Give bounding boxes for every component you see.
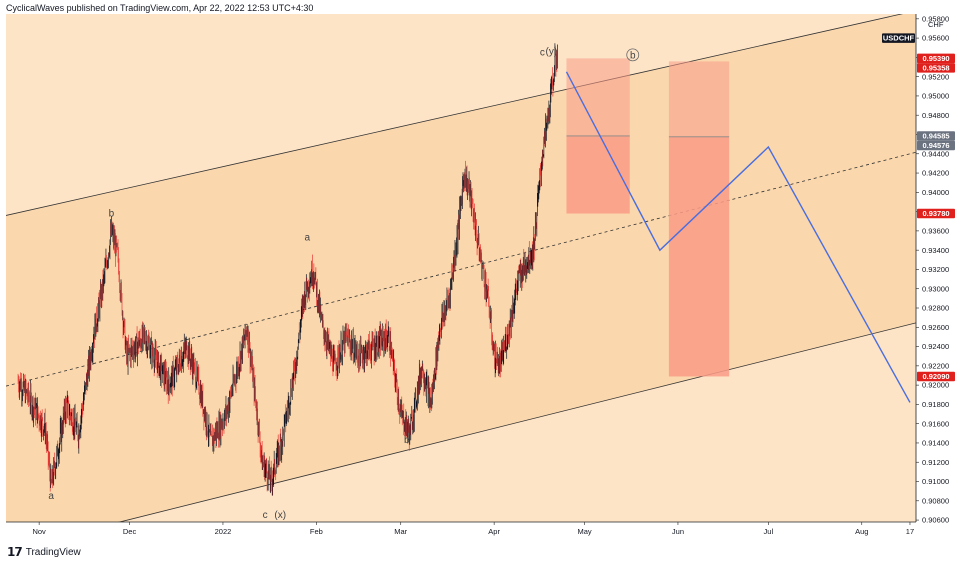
x-tick-label: 2022 bbox=[215, 527, 232, 536]
y-tick-label: 0.93600 bbox=[922, 226, 949, 235]
wave-label-circle bbox=[626, 48, 640, 62]
y-tick-label: 0.90800 bbox=[922, 496, 949, 505]
target-box-lower-1 bbox=[566, 135, 630, 214]
y-tick-label: 0.92000 bbox=[922, 381, 949, 390]
y-tick-label: 0.95800 bbox=[922, 14, 949, 23]
target-box-upper-2 bbox=[668, 61, 730, 137]
y-tick-label: 0.90600 bbox=[922, 516, 949, 525]
x-tick-label: Mar bbox=[394, 527, 407, 536]
y-tick-label: 0.93000 bbox=[922, 284, 949, 293]
y-tick-label: 0.95600 bbox=[922, 34, 949, 43]
wave-label: (y) bbox=[546, 46, 558, 57]
price-label-box bbox=[917, 208, 955, 219]
wave-label: c bbox=[263, 510, 268, 521]
price-label: USDCHF bbox=[883, 34, 915, 43]
price-label: 0.94585 bbox=[922, 131, 949, 140]
wave-label: a bbox=[305, 233, 311, 244]
wave-label: (x) bbox=[274, 510, 286, 521]
y-tick-label: 0.94400 bbox=[922, 149, 949, 158]
x-tick-label: Feb bbox=[310, 527, 323, 536]
y-tick-label: 0.95000 bbox=[922, 92, 949, 101]
wave-labels: abc (x)abc (y) b bbox=[48, 46, 640, 521]
y-tick-label: 0.94800 bbox=[922, 111, 949, 120]
projection-path bbox=[565, 71, 911, 403]
wave-label: b bbox=[109, 208, 115, 219]
price-candles bbox=[17, 43, 558, 496]
x-tick-label: Jul bbox=[764, 527, 774, 536]
x-tick-label: Apr bbox=[488, 527, 500, 536]
x-tick-label: Aug bbox=[855, 527, 868, 536]
wave-label: a bbox=[48, 491, 54, 502]
y-tick-label: 0.92200 bbox=[922, 361, 949, 370]
y-tick-label: 0.91200 bbox=[922, 458, 949, 467]
currency-label: CHF bbox=[928, 20, 944, 29]
price-label: 0.95390 bbox=[922, 54, 949, 63]
y-tick-label: 0.94000 bbox=[922, 188, 949, 197]
price-label: 0.95358 bbox=[922, 63, 949, 72]
price-label-box bbox=[917, 63, 955, 73]
channel-lower-line bbox=[118, 322, 916, 522]
y-tick-label: 0.91400 bbox=[922, 439, 949, 448]
publisher-line: CyclicalWaves published on TradingView.c… bbox=[6, 3, 314, 13]
channel-mid-line bbox=[6, 151, 916, 387]
price-label-box bbox=[917, 140, 955, 151]
wave-label: b bbox=[404, 435, 410, 446]
y-tick-label: 0.95200 bbox=[922, 72, 949, 81]
x-tick-label: Dec bbox=[123, 527, 137, 536]
wave-label: b bbox=[630, 50, 636, 61]
tradingview-logo-icon: 𝟭𝟳 bbox=[7, 545, 23, 559]
projection-line bbox=[565, 71, 911, 403]
channel-upper-line bbox=[6, 14, 904, 216]
price-label: 0.92090 bbox=[922, 372, 949, 381]
x-tick-label: 17 bbox=[906, 527, 914, 536]
price-label-box bbox=[917, 371, 955, 382]
axes: 0.90600 0.90800 0.91000 0.91200 0.91400 0.916… bbox=[6, 14, 949, 536]
x-tick-label: May bbox=[577, 527, 591, 536]
tradingview-footer: 𝟭𝟳 TradingView bbox=[7, 545, 81, 559]
wave-label: c bbox=[540, 47, 545, 58]
target-box-lower-2 bbox=[668, 136, 730, 377]
price-label-box bbox=[882, 33, 915, 43]
tradingview-brand: TradingView bbox=[25, 546, 81, 558]
y-tick-label: 0.91600 bbox=[922, 419, 949, 428]
price-label: 0.94576 bbox=[922, 141, 949, 150]
y-tick-label: 0.92800 bbox=[922, 304, 949, 313]
y-tick-label: 0.91800 bbox=[922, 400, 949, 409]
y-tick-label: 0.93200 bbox=[922, 265, 949, 274]
target-box-upper-1 bbox=[566, 58, 630, 136]
y-tick-label: 0.92600 bbox=[922, 323, 949, 332]
y-tick-label: 0.93400 bbox=[922, 246, 949, 255]
price-label: 0.93780 bbox=[922, 209, 949, 218]
price-label-box bbox=[917, 53, 955, 64]
y-tick-label: 0.94200 bbox=[922, 169, 949, 178]
price-label-box bbox=[917, 131, 955, 141]
y-tick-label: 0.91000 bbox=[922, 477, 949, 486]
x-tick-label: Jun bbox=[672, 527, 684, 536]
x-tick-label: Nov bbox=[32, 527, 46, 536]
y-tick-label: 0.92400 bbox=[922, 342, 949, 351]
target-boxes bbox=[566, 58, 730, 377]
